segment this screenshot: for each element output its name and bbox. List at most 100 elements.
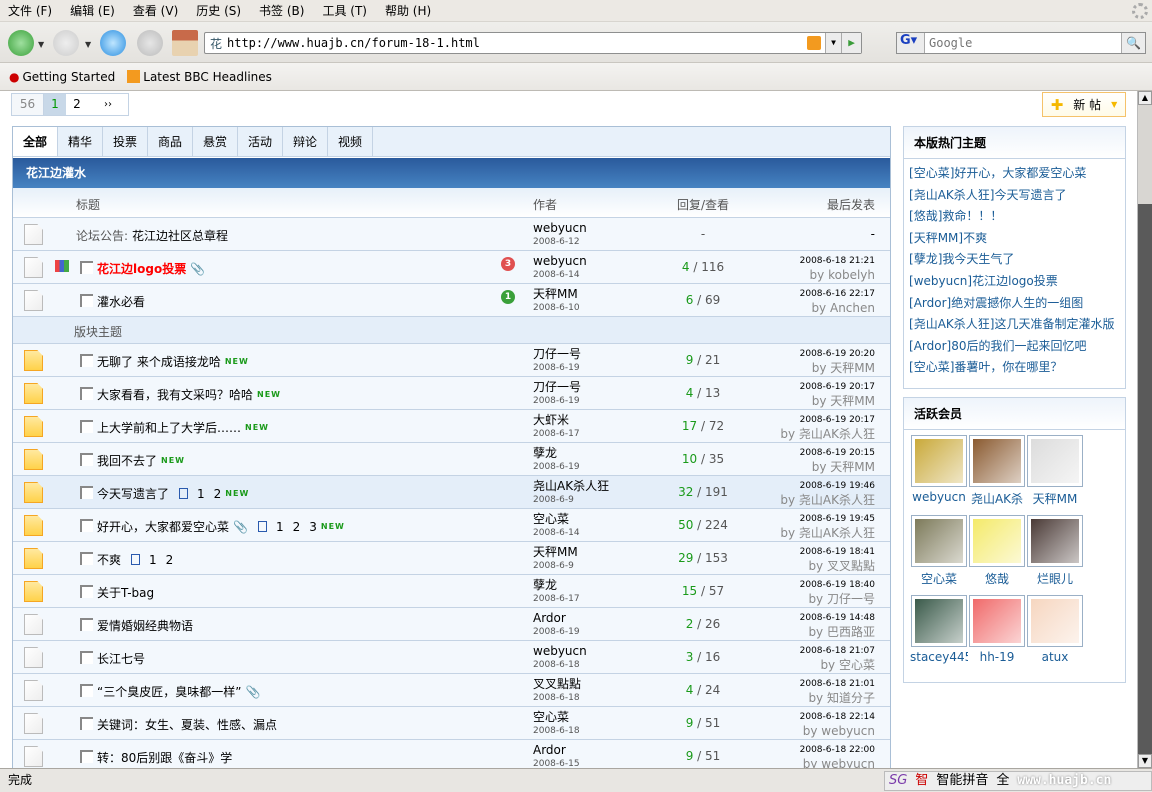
author-name[interactable]: 空心菜 xyxy=(533,512,570,526)
author-name[interactable]: 孽龙 xyxy=(533,578,558,592)
search-button[interactable]: 🔍 xyxy=(1121,33,1145,53)
home-button[interactable] xyxy=(172,30,198,56)
avatar[interactable] xyxy=(911,595,967,647)
thread-checkbox[interactable] xyxy=(80,387,93,400)
hot-topic-link[interactable]: [webyucn]花江边logo投票 xyxy=(904,271,1125,293)
search-bar[interactable]: G▾ 🔍 xyxy=(896,32,1146,54)
author-name[interactable]: 大虾米 xyxy=(533,413,570,427)
thread-checkbox[interactable] xyxy=(80,552,93,565)
tab-3[interactable]: 商品 xyxy=(148,127,193,156)
avatar[interactable] xyxy=(911,515,967,567)
thread-checkbox[interactable] xyxy=(80,486,93,499)
scroll-up-button[interactable]: ▲ xyxy=(1138,91,1152,105)
author-name[interactable]: Ardor xyxy=(533,611,566,625)
page-link[interactable]: 1 xyxy=(275,519,284,534)
search-engine-selector[interactable]: G▾ xyxy=(897,33,925,53)
thread-checkbox[interactable] xyxy=(80,354,93,367)
last-post-date[interactable]: 2008-6-19 20:17 xyxy=(799,382,875,392)
hot-topic-link[interactable]: [天秤MM]不爽 xyxy=(904,228,1125,250)
author-name[interactable]: Ardor xyxy=(533,743,566,757)
avatar[interactable] xyxy=(1027,515,1083,567)
thread-checkbox[interactable] xyxy=(80,420,93,433)
last-post-user[interactable]: Anchen xyxy=(829,301,875,315)
author-name[interactable]: 叉叉點點 xyxy=(533,677,582,691)
hot-topic-link[interactable]: [空心菜]好开心，大家都爱空心菜 xyxy=(904,163,1125,185)
last-post-date[interactable]: 2008-6-19 20:20 xyxy=(799,349,875,359)
last-post-user[interactable]: 知道分子 xyxy=(826,691,875,705)
member-name[interactable]: 悠哉 xyxy=(984,572,1009,586)
scroll-down-button[interactable]: ▼ xyxy=(1138,754,1152,768)
author-name[interactable]: 天秤MM xyxy=(533,545,578,559)
avatar[interactable] xyxy=(1027,595,1083,647)
avatar[interactable] xyxy=(911,435,967,487)
tab-6[interactable]: 辩论 xyxy=(283,127,328,156)
member-name[interactable]: 烂眼儿 xyxy=(1036,572,1073,586)
author-name[interactable]: 空心菜 xyxy=(533,710,570,724)
last-post-user[interactable]: webyucn xyxy=(821,724,875,738)
hot-topic-link[interactable]: [尧山AK杀人狂]这几天准备制定灌水版 xyxy=(904,314,1125,336)
tab-4[interactable]: 悬赏 xyxy=(193,127,238,156)
last-post-user[interactable]: 刀仔一号 xyxy=(826,592,875,606)
last-post-date[interactable]: 2008-6-18 21:21 xyxy=(799,256,875,266)
menu-item[interactable]: 查看 (V) xyxy=(132,4,179,18)
last-post-date[interactable]: 2008-6-19 20:17 xyxy=(799,415,875,425)
member-card[interactable]: webyucn xyxy=(910,435,968,515)
last-post-date[interactable]: 2008-6-18 21:01 xyxy=(799,679,875,689)
last-post-user[interactable]: 天秤MM xyxy=(830,460,875,474)
author-name[interactable]: webyucn xyxy=(533,221,587,235)
last-post-user[interactable]: kobelyh xyxy=(828,268,875,282)
member-card[interactable]: 烂眼儿 xyxy=(1026,515,1084,595)
last-post-date[interactable]: 2008-6-19 18:41 xyxy=(799,547,875,557)
hot-topic-link[interactable]: [孽龙]我今天生气了 xyxy=(904,249,1125,271)
ime-toolbar[interactable]: SG 智 智能拼音 全 www.huajb.cn xyxy=(884,771,1152,791)
last-post-user[interactable]: 巴西路亚 xyxy=(826,625,875,639)
member-card[interactable]: hh-19 xyxy=(968,595,1026,675)
last-post-user[interactable]: 天秤MM xyxy=(830,394,875,408)
member-name[interactable]: 尧山AK杀 xyxy=(970,492,1024,506)
page-link[interactable]: 3 xyxy=(309,519,317,534)
author-name[interactable]: 孽龙 xyxy=(533,446,558,460)
vertical-scrollbar[interactable]: ▲ ▼ xyxy=(1137,91,1152,768)
address-bar[interactable]: 花 http://www.huajb.cn/forum-18-1.html ▼ … xyxy=(204,32,862,54)
scrollbar-thumb[interactable] xyxy=(1138,204,1152,756)
menu-item[interactable]: 书签 (B) xyxy=(259,4,305,18)
avatar[interactable] xyxy=(969,515,1025,567)
thread-title-link[interactable]: 不爽 xyxy=(97,553,122,567)
url-history-dropdown[interactable]: ▼ xyxy=(825,33,841,53)
member-card[interactable]: 天秤MM xyxy=(1026,435,1084,515)
last-post-user[interactable]: 尧山AK杀人狂 xyxy=(798,427,875,441)
thread-title-link[interactable]: 转：80后别跟《奋斗》学 xyxy=(97,751,233,765)
thread-title-link[interactable]: 关于T-bag xyxy=(97,586,155,600)
ime-mode[interactable]: 全 xyxy=(996,773,1010,788)
menu-item[interactable]: 帮助 (H) xyxy=(384,4,432,18)
thread-title-link[interactable]: “三个臭皮匠，臭味都一样” xyxy=(97,685,242,699)
stop-button[interactable] xyxy=(137,30,163,56)
page-link[interactable]: 1 xyxy=(197,486,205,501)
url-text[interactable]: http://www.huajb.cn/forum-18-1.html xyxy=(227,36,480,50)
thread-checkbox[interactable] xyxy=(80,261,93,274)
tab-1[interactable]: 精华 xyxy=(58,127,103,156)
thread-checkbox[interactable] xyxy=(80,585,93,598)
author-name[interactable]: webyucn xyxy=(533,644,587,658)
last-post-date[interactable]: 2008-6-18 22:14 xyxy=(799,712,875,722)
thread-title-link[interactable]: 上大学前和上了大学后…… xyxy=(97,421,242,435)
member-name[interactable]: atux xyxy=(1041,650,1069,664)
author-name[interactable]: 刀仔一号 xyxy=(533,380,582,394)
search-input[interactable] xyxy=(925,36,1121,50)
thread-checkbox[interactable] xyxy=(80,453,93,466)
thread-title-link[interactable]: 无聊了 来个成语接龙哈 xyxy=(97,355,221,369)
member-card[interactable]: stacey445 xyxy=(910,595,968,675)
menu-item[interactable]: 工具 (T) xyxy=(322,4,367,18)
avatar[interactable] xyxy=(969,595,1025,647)
last-post-date[interactable]: 2008-6-19 19:45 xyxy=(799,514,875,524)
last-post-user[interactable]: 叉叉點點 xyxy=(826,559,875,573)
hot-topic-link[interactable]: [尧山AK杀人狂]今天写遗言了 xyxy=(904,185,1125,207)
author-name[interactable]: 刀仔一号 xyxy=(533,347,582,361)
new-post-button[interactable]: ✚ 新 帖 ▼ xyxy=(1042,92,1126,117)
reload-button[interactable] xyxy=(100,30,126,56)
hot-topic-link[interactable]: [Ardor]绝对震撼你人生的一组图 xyxy=(904,293,1125,315)
thread-checkbox[interactable] xyxy=(80,651,93,664)
last-post-date[interactable]: 2008-6-18 22:00 xyxy=(799,745,875,755)
member-card[interactable]: 尧山AK杀 xyxy=(968,435,1026,515)
last-post-date[interactable]: 2008-6-18 21:07 xyxy=(799,646,875,656)
